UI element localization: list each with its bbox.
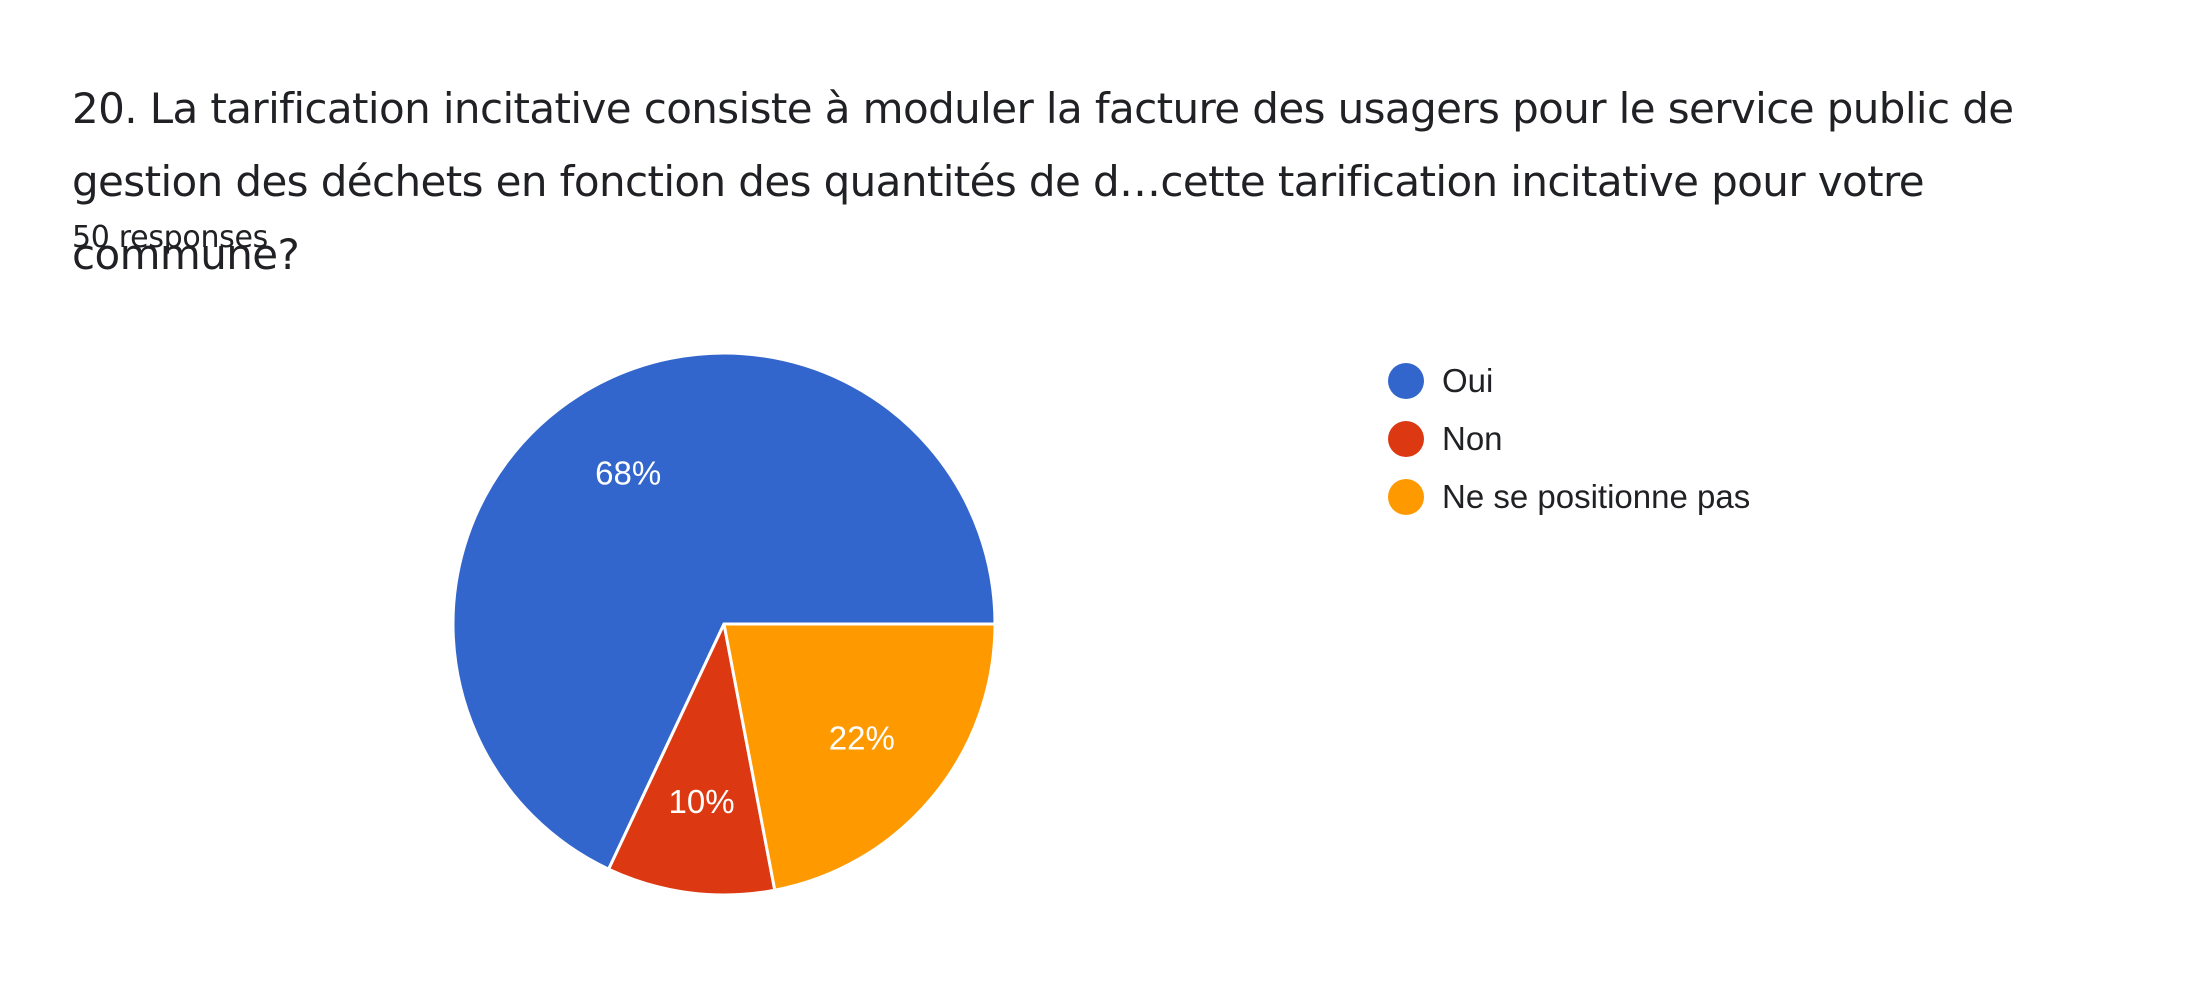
slice-label: 22% bbox=[829, 720, 895, 757]
legend-item: Ne se positionne pas bbox=[1388, 468, 1750, 526]
legend-label: Oui bbox=[1442, 362, 1494, 399]
pie-slice-oui bbox=[451, 351, 997, 871]
legend-swatch bbox=[1388, 421, 1424, 457]
question-title: 20. La tarification incitative consiste … bbox=[72, 84, 2014, 279]
chart-legend: Oui Non Ne se positionne pas bbox=[1388, 352, 1750, 526]
legend-label: Ne se positionne pas bbox=[1442, 478, 1751, 515]
legend-swatch bbox=[1388, 363, 1424, 399]
legend-label: Non bbox=[1442, 420, 1503, 457]
legend-swatch bbox=[1388, 479, 1424, 515]
legend-item: Oui bbox=[1388, 352, 1750, 410]
pie-slice-non bbox=[607, 622, 777, 897]
slice-label: 10% bbox=[669, 783, 735, 820]
slice-label: 68% bbox=[595, 454, 661, 491]
response-count: 50 responses bbox=[72, 220, 268, 255]
legend-item: Non bbox=[1388, 410, 1750, 468]
pie-slice-ne-se-positionne-pas bbox=[722, 622, 997, 892]
pie-slices bbox=[451, 351, 997, 897]
pie-slice-labels: 68% 10% 22% bbox=[595, 454, 895, 819]
